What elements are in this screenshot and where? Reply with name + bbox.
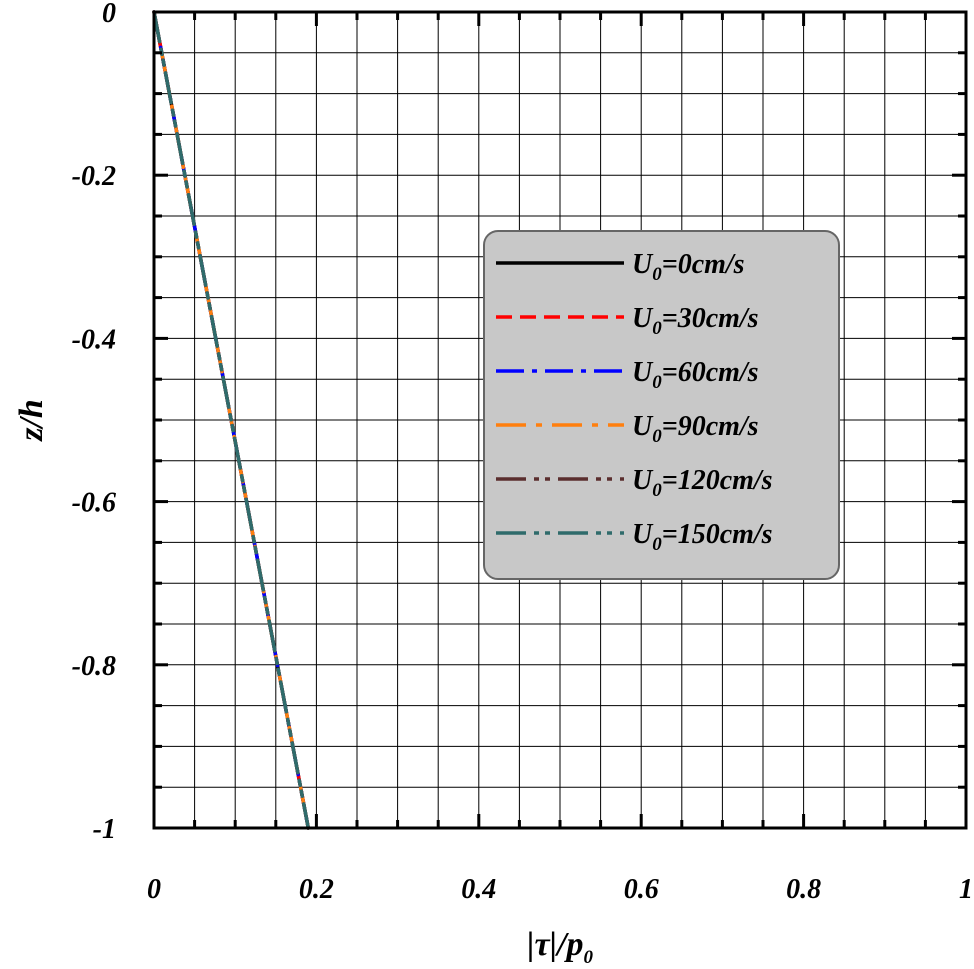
legend-label-main: U: [632, 249, 654, 280]
x-tick-label: 0: [147, 874, 161, 905]
legend-label-sub: 0: [652, 480, 662, 501]
legend-label-main: U: [632, 519, 654, 550]
x-tick-label: 0.4: [461, 874, 496, 905]
legend-label-3: U0=90cm/s: [632, 411, 759, 447]
legend: U0=0cm/sU0=30cm/sU0=60cm/sU0=90cm/sU0=12…: [483, 230, 840, 580]
legend-label-main: U: [632, 357, 654, 388]
x-tick-label: 0.6: [624, 874, 659, 905]
x-axis-title: |τ|/p0: [527, 926, 594, 968]
y-tick-label: -0.8: [72, 651, 116, 682]
series-layer: [152, 10, 311, 830]
x-tick-label: 0.2: [299, 874, 334, 905]
legend-label-rest: =0cm/s: [662, 249, 745, 280]
series-line-5: [152, 10, 311, 830]
ticks: [152, 10, 968, 830]
y-axis-title: z/h: [13, 399, 50, 442]
x-tick-label: 1: [959, 874, 973, 905]
y-tick-label: -0.2: [72, 161, 116, 192]
legend-label-1: U0=30cm/s: [632, 303, 759, 339]
legend-label-main: U: [632, 411, 654, 442]
legend-label-sub: 0: [652, 318, 662, 339]
legend-label-0: U0=0cm/s: [632, 249, 745, 285]
legend-label-main: U: [632, 303, 654, 334]
legend-label-sub: 0: [652, 264, 662, 285]
tick-labels: 0 0.2 0.4 0.6 0.8 1 0 -0.2 -0.4 -0.6 -0.8 -1: [72, 0, 973, 905]
x-tick-label: 0.8: [786, 874, 821, 905]
legend-label-sub: 0: [652, 534, 662, 555]
y-tick-label: -0.6: [72, 488, 116, 519]
x-axis-title-main: |τ|/p: [527, 926, 584, 963]
legend-items: U0=0cm/sU0=30cm/sU0=60cm/sU0=90cm/sU0=12…: [496, 249, 773, 555]
legend-label-4: U0=120cm/s: [632, 465, 773, 501]
legend-label-rest: =150cm/s: [662, 519, 773, 550]
legend-label-2: U0=60cm/s: [632, 357, 759, 393]
y-tick-label: -1: [93, 814, 116, 845]
legend-label-rest: =120cm/s: [662, 465, 773, 496]
legend-label-rest: =60cm/s: [662, 357, 759, 388]
y-tick-label: 0: [102, 0, 116, 29]
legend-label-5: U0=150cm/s: [632, 519, 773, 555]
legend-label-main: U: [632, 465, 654, 496]
legend-label-sub: 0: [652, 426, 662, 447]
legend-label-rest: =30cm/s: [662, 303, 759, 334]
legend-label-sub: 0: [652, 372, 662, 393]
legend-label-rest: =90cm/s: [662, 411, 759, 442]
x-axis-title-sub: 0: [584, 947, 594, 968]
y-tick-label: -0.4: [72, 324, 116, 355]
